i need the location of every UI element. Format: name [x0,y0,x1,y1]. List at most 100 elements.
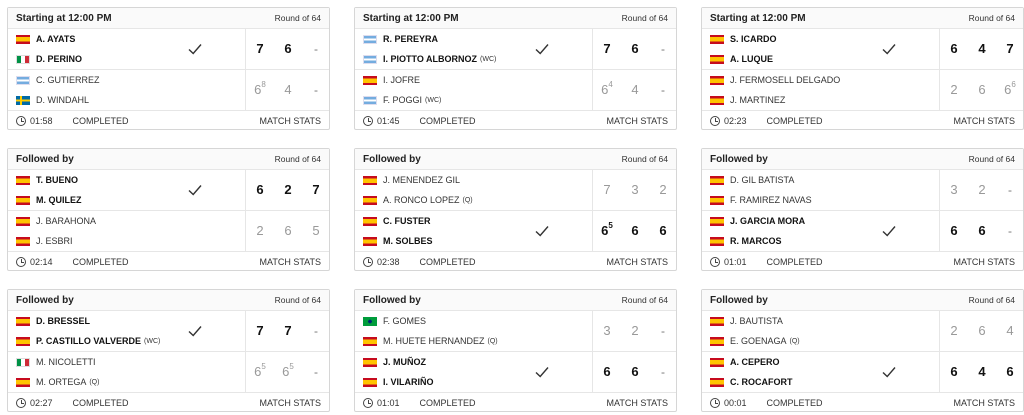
match-start-time: Followed by [363,153,421,165]
winner-check-icon [186,181,204,199]
team-row-1: J. BAUTISTA E. GOENAGA (Q) 2 6 4 [702,311,1023,352]
team-row-2: C. FUSTER M. SOLBES 65 6 6 [355,211,676,252]
match-header: Starting at 12:00 PM Round of 64 [355,8,676,29]
player-entry-tag: (WC) [144,337,161,345]
match-header: Starting at 12:00 PM Round of 64 [8,8,329,29]
set-score-value: 4 [978,364,986,379]
set-score-value: 6 [603,364,611,379]
flag-arg-icon [363,54,377,64]
set-score: 6 [246,170,274,210]
clock-icon [16,257,26,267]
set-score-value: 2 [950,323,958,338]
match-stats-link[interactable]: MATCH STATS [259,116,322,126]
flag-esp-icon [16,336,30,346]
set-scores: 7 7 - [245,311,330,351]
set-score-value: 2 [978,182,986,197]
set-score-value: 6 [631,41,639,56]
match-footer: 01:45 COMPLETED MATCH STATS [355,111,676,131]
team-row-2: C. GUTIERREZ D. WINDAHL 68 4 - [8,70,329,111]
set-score: 7 [593,29,621,69]
flag-esp-icon [363,377,377,387]
set-score-value: 7 [256,41,264,56]
set-score: 7 [246,29,274,69]
flag-esp-icon [363,336,377,346]
set-score-value: 7 [603,182,611,197]
set-score: 65 [246,352,274,392]
set-scores: 7 6 - [592,29,677,69]
round-label: Round of 64 [968,13,1015,23]
match-footer: 02:23 COMPLETED MATCH STATS [702,111,1023,131]
set-score-value: 5 [312,223,320,238]
match-footer: 01:01 COMPLETED MATCH STATS [355,393,676,413]
set-score-value: 6 [254,364,262,379]
match-status: COMPLETED [766,116,823,126]
set-score-value: 7 [312,182,320,197]
set-score: 4 [968,29,996,69]
set-score-value: 6 [282,364,290,379]
match-stats-link[interactable]: MATCH STATS [606,257,669,267]
player: E. GOENAGA (Q) [710,331,800,351]
set-score: - [649,311,677,351]
team-row-2: J. FERMOSELL DELGADO J. MARTINEZ 2 6 66 [702,70,1023,111]
player: J. BAUTISTA [710,311,783,331]
player-name: J. MENENDEZ GIL [383,175,461,185]
winner-check-icon [880,222,898,240]
round-label: Round of 64 [274,13,321,23]
set-scores: 3 2 - [939,170,1024,210]
winner-check-icon [533,222,551,240]
set-score: 6 [621,211,649,251]
match-stats-link[interactable]: MATCH STATS [259,257,322,267]
player-name: R. PEREYRA [383,34,439,44]
set-score: 3 [940,170,968,210]
match-stats-link[interactable]: MATCH STATS [953,398,1016,408]
player-name: F. GOMES [383,316,427,326]
set-score: 5 [302,211,330,251]
player-name: J. MUÑOZ [383,357,427,367]
match-stats-link[interactable]: MATCH STATS [953,257,1016,267]
match-duration: 02:23 [724,116,747,126]
flag-esp-icon [710,316,724,326]
match-card: Starting at 12:00 PM Round of 64 S. ICARDO… [701,7,1024,130]
player-name: M. SOLBES [383,236,433,246]
flag-esp-icon [16,216,30,226]
match-duration: 02:14 [30,257,53,267]
match-stats-link[interactable]: MATCH STATS [259,398,322,408]
set-score-value: 6 [601,82,609,97]
match-stats-link[interactable]: MATCH STATS [606,398,669,408]
set-score-value: 2 [284,182,292,197]
match-start-time: Followed by [710,294,768,306]
match-start-time: Starting at 12:00 PM [710,12,806,24]
set-score: - [302,352,330,392]
set-scores: 6 2 7 [245,170,330,210]
winner-check-icon [533,363,551,381]
set-score: 7 [246,311,274,351]
match-footer: 02:38 COMPLETED MATCH STATS [355,252,676,272]
team-row-2: A. CEPERO C. ROCAFORT 6 4 6 [702,352,1023,393]
set-score-value: - [1008,224,1012,238]
flag-esp-icon [710,34,724,44]
match-card: Followed by Round of 64 T. BUENO M. QUILEZ 6… [7,148,330,271]
match-start-time: Followed by [16,153,74,165]
set-score-value: 6 [284,41,292,56]
set-score: 7 [302,170,330,210]
tiebreak-score: 5 [289,361,294,371]
player-name: R. MARCOS [730,236,782,246]
set-score-value: 4 [284,82,292,97]
set-score-value: 7 [1006,41,1014,56]
team-row-1: F. GOMES M. HUETE HERNANDEZ (Q) 3 2 - [355,311,676,352]
set-score: - [996,170,1024,210]
set-score: 6 [621,352,649,392]
match-duration: 01:01 [377,398,400,408]
set-score-value: - [1008,183,1012,197]
match-stats-link[interactable]: MATCH STATS [953,116,1016,126]
team-row-1: D. BRESSEL P. CASTILLO VALVERDE (WC) 7 7 - [8,311,329,352]
team-row-2: J. GARCIA MORA R. MARCOS 6 6 - [702,211,1023,252]
set-scores: 64 4- [592,70,677,110]
flag-esp-icon [710,195,724,205]
set-score-value: 4 [1006,323,1014,338]
player-name: J. FERMOSELL DELGADO [730,75,841,85]
set-score: - [302,70,330,110]
set-score: - [649,70,677,110]
match-card: Followed by Round of 64 F. GOMES M. HUETE H… [354,289,677,412]
match-stats-link[interactable]: MATCH STATS [606,116,669,126]
